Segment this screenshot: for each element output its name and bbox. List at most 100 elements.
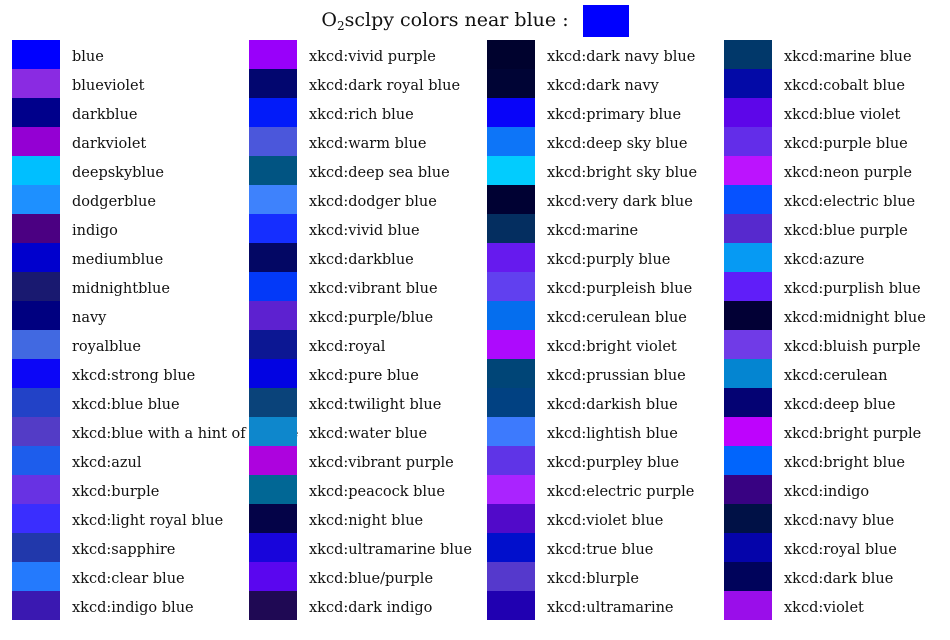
color-entry: xkcd:blurple bbox=[487, 562, 724, 591]
color-swatch bbox=[724, 359, 772, 388]
color-entry: xkcd:deep blue bbox=[724, 388, 950, 417]
color-swatch bbox=[487, 388, 535, 417]
color-swatch bbox=[487, 214, 535, 243]
color-swatch bbox=[12, 359, 60, 388]
color-name-label: xkcd:blue blue bbox=[72, 397, 180, 413]
color-name-label: xkcd:night blue bbox=[309, 513, 424, 529]
color-swatch bbox=[12, 446, 60, 475]
color-swatch bbox=[249, 40, 297, 69]
color-entry: xkcd:blue violet bbox=[724, 98, 950, 127]
color-name-label: xkcd:water blue bbox=[309, 426, 428, 442]
color-name-label: xkcd:prussian blue bbox=[547, 368, 686, 384]
color-name-label: xkcd:bluish purple bbox=[784, 339, 921, 355]
color-name-label: royalblue bbox=[72, 339, 141, 355]
color-swatch bbox=[724, 156, 772, 185]
color-swatch bbox=[12, 591, 60, 620]
color-swatch bbox=[249, 591, 297, 620]
color-swatch bbox=[487, 533, 535, 562]
color-name-label: xkcd:marine bbox=[547, 223, 639, 239]
color-swatch bbox=[487, 243, 535, 272]
chart-title-text: O2sclpy colors near blue : bbox=[321, 9, 569, 33]
color-entry: xkcd:primary blue bbox=[487, 98, 724, 127]
color-swatch bbox=[724, 185, 772, 214]
color-entry: blueviolet bbox=[12, 69, 249, 98]
color-swatch bbox=[487, 359, 535, 388]
color-swatch bbox=[12, 98, 60, 127]
color-entry: xkcd:bright blue bbox=[724, 446, 950, 475]
color-swatch bbox=[724, 272, 772, 301]
color-entry: xkcd:warm blue bbox=[249, 127, 486, 156]
color-name-label: xkcd:dark indigo bbox=[309, 600, 433, 616]
color-swatch bbox=[249, 98, 297, 127]
color-entry: xkcd:darkish blue bbox=[487, 388, 724, 417]
color-name-label: xkcd:bright purple bbox=[784, 426, 922, 442]
color-entry: darkblue bbox=[12, 98, 249, 127]
color-swatch bbox=[724, 504, 772, 533]
color-name-label: xkcd:azul bbox=[72, 455, 142, 471]
color-entry: xkcd:vibrant purple bbox=[249, 446, 486, 475]
color-swatch bbox=[487, 156, 535, 185]
color-entry: xkcd:darkblue bbox=[249, 243, 486, 272]
color-name-label: indigo bbox=[72, 223, 118, 239]
color-name-label: xkcd:peacock blue bbox=[309, 484, 445, 500]
color-entry: xkcd:sapphire bbox=[12, 533, 249, 562]
color-entry: xkcd:twilight blue bbox=[249, 388, 486, 417]
color-swatch bbox=[249, 533, 297, 562]
color-entry: indigo bbox=[12, 214, 249, 243]
color-name-label: xkcd:vibrant blue bbox=[309, 281, 438, 297]
color-entry: xkcd:vivid purple bbox=[249, 40, 486, 69]
color-name-label: xkcd:sapphire bbox=[72, 542, 176, 558]
color-name-label: xkcd:indigo blue bbox=[72, 600, 194, 616]
color-name-label: navy bbox=[72, 310, 107, 326]
color-entry: xkcd:marine blue bbox=[724, 40, 950, 69]
color-swatch bbox=[12, 475, 60, 504]
color-name-label: xkcd:deep sea blue bbox=[309, 165, 450, 181]
color-entry: xkcd:dark navy bbox=[487, 69, 724, 98]
color-swatch bbox=[724, 69, 772, 98]
color-entry: xkcd:purple blue bbox=[724, 127, 950, 156]
color-swatch bbox=[12, 40, 60, 69]
color-entry: xkcd:purple/blue bbox=[249, 301, 486, 330]
color-name-label: xkcd:dark navy bbox=[547, 78, 659, 94]
color-entry: xkcd:cerulean blue bbox=[487, 301, 724, 330]
color-name-label: xkcd:darkish blue bbox=[547, 397, 678, 413]
color-name-label: blueviolet bbox=[72, 78, 145, 94]
color-swatch bbox=[724, 330, 772, 359]
color-name-label: xkcd:royal bbox=[309, 339, 386, 355]
color-swatch bbox=[249, 156, 297, 185]
color-name-label: xkcd:dodger blue bbox=[309, 194, 437, 210]
color-entry: xkcd:electric purple bbox=[487, 475, 724, 504]
color-swatch bbox=[487, 40, 535, 69]
color-entry: xkcd:burple bbox=[12, 475, 249, 504]
color-name-label: xkcd:electric purple bbox=[547, 484, 695, 500]
color-name-label: xkcd:azure bbox=[784, 252, 865, 268]
color-entry: xkcd:violet blue bbox=[487, 504, 724, 533]
color-swatch bbox=[724, 127, 772, 156]
color-name-label: xkcd:ultramarine blue bbox=[309, 542, 472, 558]
color-entry: xkcd:pure blue bbox=[249, 359, 486, 388]
color-swatch bbox=[724, 562, 772, 591]
color-swatch bbox=[487, 69, 535, 98]
color-entry: xkcd:peacock blue bbox=[249, 475, 486, 504]
color-swatch bbox=[249, 504, 297, 533]
color-entry: xkcd:night blue bbox=[249, 504, 486, 533]
color-name-label: xkcd:neon purple bbox=[784, 165, 912, 181]
color-entry: xkcd:purpley blue bbox=[487, 446, 724, 475]
title-color-swatch bbox=[582, 5, 629, 37]
color-name-label: xkcd:blue purple bbox=[784, 223, 908, 239]
color-swatch bbox=[249, 446, 297, 475]
color-name-label: xkcd:strong blue bbox=[72, 368, 196, 384]
color-name-label: darkviolet bbox=[72, 136, 147, 152]
color-swatch bbox=[487, 417, 535, 446]
color-name-label: xkcd:true blue bbox=[547, 542, 654, 558]
color-name-label: xkcd:clear blue bbox=[72, 571, 185, 587]
color-name-label: xkcd:indigo bbox=[784, 484, 870, 500]
color-swatch bbox=[249, 562, 297, 591]
color-swatch bbox=[487, 446, 535, 475]
color-swatch bbox=[724, 388, 772, 417]
color-swatch bbox=[724, 98, 772, 127]
color-name-label: mediumblue bbox=[72, 252, 164, 268]
color-swatch bbox=[724, 301, 772, 330]
chart-title: O2sclpy colors near blue : bbox=[0, 4, 950, 38]
color-swatch bbox=[12, 417, 60, 446]
